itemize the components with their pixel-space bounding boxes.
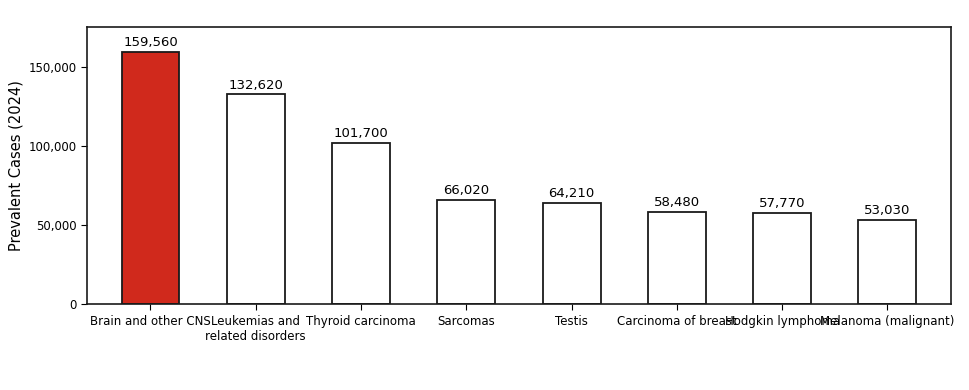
Text: 64,210: 64,210 <box>547 187 594 200</box>
Text: 53,030: 53,030 <box>863 204 910 218</box>
Bar <box>542 202 600 304</box>
Bar <box>647 212 705 304</box>
Bar <box>227 94 285 304</box>
Bar <box>858 220 916 304</box>
Bar <box>437 200 495 304</box>
Text: 58,480: 58,480 <box>653 196 700 209</box>
Bar <box>331 143 390 304</box>
Y-axis label: Prevalent Cases (2024): Prevalent Cases (2024) <box>8 80 23 251</box>
Text: 101,700: 101,700 <box>333 128 388 140</box>
Bar <box>121 52 179 304</box>
Text: 66,020: 66,020 <box>443 184 489 197</box>
Text: 132,620: 132,620 <box>228 78 283 92</box>
Bar <box>752 213 810 304</box>
Text: 159,560: 159,560 <box>123 36 177 49</box>
Text: 57,770: 57,770 <box>758 197 804 210</box>
